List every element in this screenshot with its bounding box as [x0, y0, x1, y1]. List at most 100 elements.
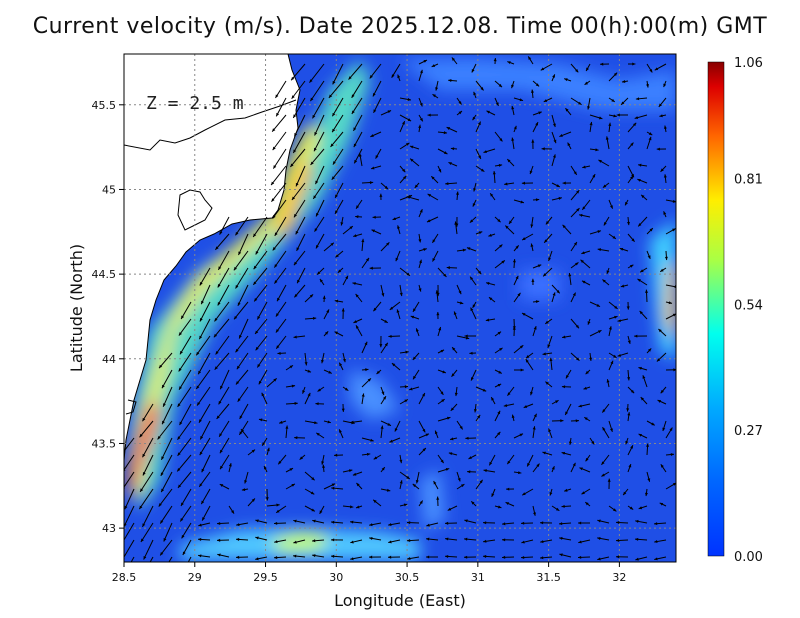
velocity-arrow-head — [294, 436, 298, 440]
velocity-arrow-head — [307, 392, 311, 397]
colorbar-tick-label: 0.81 — [734, 173, 763, 188]
velocity-arrow — [216, 403, 230, 420]
velocity-arrow-head — [264, 466, 267, 470]
velocity-arrow-head — [271, 181, 275, 186]
velocity-arrow — [196, 386, 211, 406]
velocity-arrow — [130, 556, 135, 562]
velocity-arrow-head — [181, 315, 185, 320]
velocity-arrow-head — [635, 519, 639, 523]
velocity-arrow-head — [258, 418, 263, 422]
velocity-arrow-head — [638, 223, 642, 227]
velocity-arrow-head — [349, 226, 353, 230]
velocity-arrow-head — [238, 251, 242, 256]
velocity-arrow-head — [217, 553, 221, 557]
velocity-arrow-head — [262, 442, 266, 446]
velocity-arrow — [201, 454, 211, 473]
velocity-arrow-head — [199, 281, 203, 286]
velocity-arrow-head — [291, 483, 295, 487]
velocity-arrow-head — [177, 484, 182, 488]
velocity-arrow-head — [219, 231, 223, 235]
velocity-arrow-head — [607, 478, 611, 482]
velocity-arrow-head — [409, 145, 414, 149]
velocity-arrow-head — [255, 346, 259, 351]
velocity-arrow-head — [361, 238, 365, 243]
velocity-arrow-head — [384, 319, 388, 323]
velocity-arrow — [157, 420, 173, 440]
velocity-arrow-head — [530, 89, 534, 93]
velocity-arrow-head — [317, 388, 321, 392]
velocity-arrow-head — [369, 555, 373, 559]
velocity-arrow-head — [293, 519, 297, 523]
velocity-arrow-head — [386, 488, 391, 492]
velocity-arrow-head — [630, 389, 635, 394]
velocity-arrow-head — [339, 429, 342, 433]
velocity-arrow-head — [513, 125, 517, 130]
velocity-arrow-head — [440, 349, 445, 353]
velocity-arrow-head — [507, 159, 511, 163]
velocity-arrow-head — [673, 368, 676, 372]
velocity-arrow-head — [220, 465, 224, 470]
velocity-arrow-head — [435, 290, 439, 294]
velocity-arrow-head — [350, 420, 354, 424]
velocity-arrow-head — [627, 340, 631, 344]
velocity-arrow — [180, 488, 192, 507]
velocity-arrow-head — [273, 165, 277, 169]
velocity-arrow-head — [533, 326, 537, 330]
velocity-arrow-head — [239, 415, 243, 419]
velocity-arrow-head — [435, 87, 439, 91]
velocity-arrow-head — [450, 437, 454, 441]
velocity-arrow-head — [312, 114, 316, 119]
velocity-arrow — [295, 165, 306, 187]
velocity-arrow-head — [469, 351, 473, 355]
velocity-arrow-head — [353, 234, 357, 238]
velocity-arrow-head — [520, 368, 524, 372]
velocity-arrow-head — [272, 146, 276, 151]
velocity-arrow-head — [322, 464, 326, 468]
velocity-arrow-head — [568, 273, 572, 277]
velocity-arrow-head — [491, 493, 495, 497]
velocity-arrow — [313, 131, 325, 152]
velocity-arrow-head — [561, 504, 565, 508]
velocity-arrow-head — [217, 284, 221, 288]
velocity-arrow-head — [471, 377, 474, 381]
velocity-arrow — [142, 403, 154, 422]
velocity-arrow-head — [573, 242, 577, 246]
velocity-arrow-head — [555, 507, 560, 511]
x-tick-label: 32 — [612, 571, 626, 584]
velocity-arrow-head — [621, 101, 625, 105]
velocity-arrow-head — [498, 83, 503, 88]
velocity-arrow-head — [381, 467, 385, 471]
velocity-arrow-head — [635, 557, 639, 561]
velocity-arrow-head — [480, 168, 485, 172]
velocity-arrow-head — [396, 309, 400, 313]
velocity-arrow-head — [578, 555, 582, 559]
velocity-arrow-head — [654, 557, 658, 561]
velocity-arrow-head — [559, 133, 563, 137]
velocity-arrow-head — [402, 168, 406, 173]
velocity-arrow-head — [443, 151, 448, 154]
velocity-arrow-head — [523, 405, 528, 408]
velocity-arrow-head — [274, 264, 278, 268]
velocity-arrow-head — [552, 74, 555, 78]
velocity-arrow-head — [366, 452, 371, 456]
velocity-arrow — [161, 369, 173, 389]
colorbar — [707, 61, 725, 557]
velocity-arrow — [160, 471, 173, 493]
velocity-arrow-head — [644, 492, 648, 497]
velocity-arrow-head — [445, 537, 449, 541]
velocity-arrow-head — [392, 217, 397, 221]
velocity-arrow-head — [372, 215, 376, 219]
velocity-arrow-head — [670, 453, 675, 457]
velocity-arrow-head — [477, 414, 481, 419]
velocity-arrow-head — [177, 403, 181, 407]
velocity-arrow-head — [331, 520, 335, 524]
velocity-arrow-head — [352, 282, 356, 286]
velocity-arrow — [331, 97, 344, 117]
velocity-arrow-head — [597, 230, 601, 234]
velocity-arrow — [198, 403, 211, 423]
velocity-arrow-head — [672, 199, 676, 203]
velocity-arrow-head — [370, 438, 374, 442]
velocity-arrow-head — [334, 299, 339, 303]
velocity-arrow-head — [386, 242, 390, 246]
velocity-arrow-head — [331, 176, 335, 180]
